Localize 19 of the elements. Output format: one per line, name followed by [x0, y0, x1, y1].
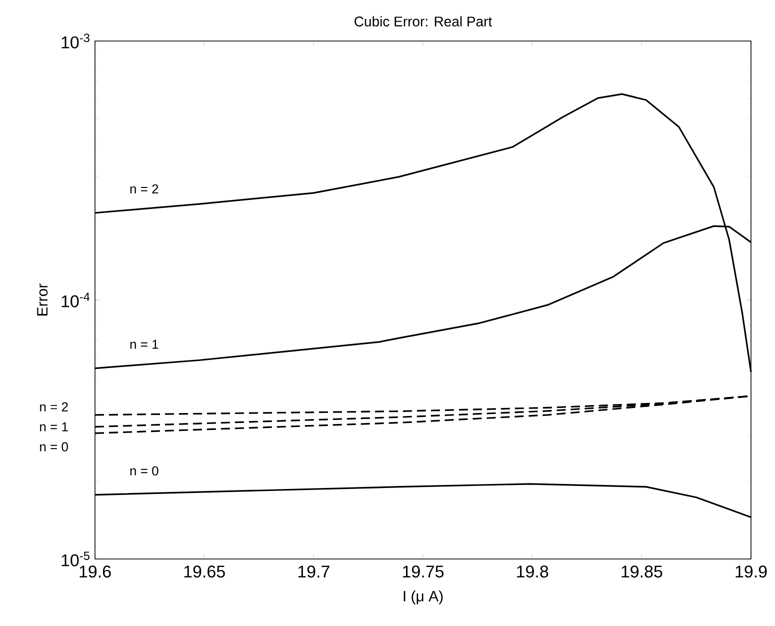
- series-label: n = 2: [130, 184, 158, 194]
- series-label: n = 0: [130, 466, 158, 476]
- chart-title: Cubic Error: Real Part: [354, 16, 492, 26]
- y-tick-label: 10$^{-4}$: [62, 292, 90, 308]
- text: n = 0: [40, 442, 68, 452]
- x-axis-title: I (μ A): [404, 590, 443, 604]
- text: n = 1: [40, 422, 68, 432]
- series-label: n = 1: [130, 340, 158, 349]
- x-tick-label: 19.65: [184, 566, 225, 578]
- x-tick-label: 19.6: [80, 566, 111, 578]
- x-tick-label: 19.7: [298, 566, 330, 578]
- x-tick-label: 19.85: [622, 566, 662, 578]
- y-tick-label: 10$^{-5}$: [62, 552, 90, 566]
- y-tick-label: 10$^{-3}$: [62, 34, 90, 48]
- x-tick-label: 19.75: [403, 566, 444, 578]
- y-axis-title: Error: [37, 284, 48, 316]
- x-tick-label: 19.9: [736, 566, 767, 578]
- x-tick-label: 19.8: [517, 566, 548, 578]
- text: n = 2: [40, 402, 68, 412]
